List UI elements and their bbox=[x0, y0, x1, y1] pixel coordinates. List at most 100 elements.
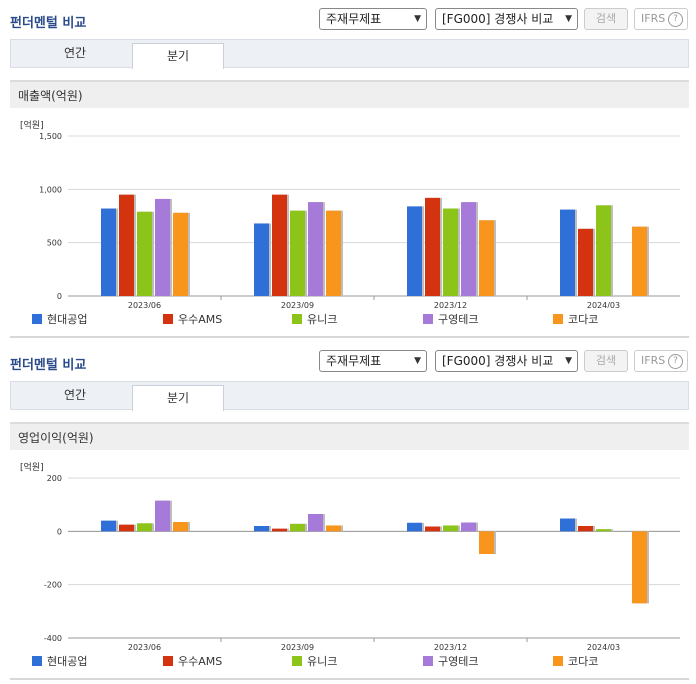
bar bbox=[425, 197, 440, 296]
legend-label: 코다코 bbox=[568, 313, 599, 326]
bar bbox=[308, 202, 323, 296]
help-icon[interactable]: ? bbox=[668, 354, 683, 369]
metric-label: 매출액(억원) bbox=[10, 80, 689, 108]
revenue-chart: 0 500 1,000 1,500 2023/06 2023/09 2023/12 2024/… bbox=[39, 132, 680, 308]
bar bbox=[578, 526, 593, 532]
unit-label: [억원] bbox=[20, 121, 44, 131]
ifrs-label: IFRS bbox=[641, 354, 666, 367]
legend-item[interactable]: 현대공업 bbox=[32, 313, 87, 327]
x-tick-label: 2023/12 bbox=[434, 301, 467, 308]
bar bbox=[443, 208, 458, 296]
legend-item[interactable]: 구영테크 bbox=[423, 313, 478, 327]
x-tick-label: 2023/06 bbox=[128, 301, 161, 308]
chevron-down-icon: ▼ bbox=[414, 14, 421, 24]
legend-swatch bbox=[32, 656, 42, 666]
section-title: 펀더멘털 비교 bbox=[10, 16, 87, 31]
tab-annual[interactable]: 연간 bbox=[63, 388, 87, 402]
legend-label: 코다코 bbox=[568, 655, 599, 668]
bar bbox=[155, 500, 170, 532]
tab-quarterly[interactable]: 분기 bbox=[132, 43, 224, 69]
comparison-group-select[interactable]: [FG000] 경쟁사 비교 ▼ bbox=[435, 8, 578, 30]
bar bbox=[407, 522, 422, 532]
bar bbox=[119, 524, 134, 532]
legend-item[interactable]: 우수AMS bbox=[163, 655, 222, 669]
bar bbox=[272, 194, 287, 296]
bar bbox=[119, 194, 134, 296]
help-icon[interactable]: ? bbox=[668, 12, 683, 27]
statement-type-select[interactable]: 주재무제표 ▼ bbox=[319, 8, 427, 30]
statement-type-value: 주재무제표 bbox=[326, 12, 382, 26]
legend-item[interactable]: 유니크 bbox=[292, 655, 337, 669]
y-tick-label: 0 bbox=[57, 527, 62, 536]
chevron-down-icon: ▼ bbox=[565, 14, 572, 24]
bar bbox=[155, 198, 170, 296]
comparison-group-value: [FG000] 경쟁사 비교 bbox=[442, 354, 554, 368]
legend-item[interactable]: 현대공업 bbox=[32, 655, 87, 669]
legend-item[interactable]: 구영테크 bbox=[423, 655, 478, 669]
section-header: 펀더멘털 비교 주재무제표 ▼ [FG000] 경쟁사 비교 ▼ 검색 IFRS… bbox=[0, 342, 696, 376]
x-tick-label: 2023/09 bbox=[281, 643, 314, 650]
bar bbox=[479, 531, 494, 554]
x-tick-label: 2024/03 bbox=[587, 301, 620, 308]
tab-annual[interactable]: 연간 bbox=[63, 46, 87, 60]
metric-label: 영업이익(억원) bbox=[10, 422, 689, 450]
fundamental-section-2: 펀더멘털 비교 주재무제표 ▼ [FG000] 경쟁사 비교 ▼ 검색 IFRS… bbox=[0, 342, 696, 684]
legend-item[interactable]: 코다코 bbox=[553, 313, 598, 327]
bar bbox=[290, 210, 305, 296]
legend-label: 우수AMS bbox=[178, 655, 223, 668]
bar bbox=[254, 526, 269, 532]
revenue-legend: 현대공업 우수AMS 유니크 구영테크 코다코 bbox=[0, 313, 696, 329]
legend-swatch bbox=[163, 656, 173, 666]
operating-profit-chart: -400 -200 0 200 2023/06 2023/09 2023/12 2024/03 bbox=[44, 474, 680, 650]
legend-swatch bbox=[32, 314, 42, 324]
bar bbox=[596, 529, 611, 532]
bar bbox=[461, 522, 476, 532]
bar bbox=[479, 220, 494, 296]
x-tick-label: 2023/09 bbox=[281, 301, 314, 308]
bar bbox=[137, 523, 152, 532]
bar bbox=[101, 520, 116, 532]
bar bbox=[560, 209, 575, 296]
fundamental-section-1: 펀더멘털 비교 주재무제표 ▼ [FG000] 경쟁사 비교 ▼ 검색 IFRS… bbox=[0, 8, 696, 338]
legend-item[interactable]: 유니크 bbox=[292, 313, 337, 327]
legend-item[interactable]: 우수AMS bbox=[163, 313, 222, 327]
comparison-group-value: [FG000] 경쟁사 비교 bbox=[442, 12, 554, 26]
ifrs-button[interactable]: IFRS ? bbox=[634, 8, 688, 30]
search-button[interactable]: 검색 bbox=[584, 8, 628, 30]
comparison-group-select[interactable]: [FG000] 경쟁사 비교 ▼ bbox=[435, 350, 578, 372]
legend-label: 현대공업 bbox=[47, 655, 88, 668]
bar bbox=[137, 211, 152, 296]
legend-swatch bbox=[553, 656, 563, 666]
bar bbox=[308, 514, 323, 532]
section-divider bbox=[10, 336, 689, 338]
y-tick-label: 0 bbox=[57, 292, 62, 301]
legend-label: 현대공업 bbox=[47, 313, 88, 326]
bar bbox=[632, 531, 647, 604]
search-button[interactable]: 검색 bbox=[584, 350, 628, 372]
bar bbox=[101, 208, 116, 296]
legend-label: 우수AMS bbox=[178, 313, 223, 326]
ifrs-button[interactable]: IFRS ? bbox=[634, 350, 688, 372]
chevron-down-icon: ▼ bbox=[414, 356, 421, 366]
bar bbox=[425, 526, 440, 532]
bar bbox=[254, 223, 269, 296]
section-divider bbox=[10, 678, 689, 680]
statement-type-select[interactable]: 주재무제표 ▼ bbox=[319, 350, 427, 372]
y-tick-label: 1,000 bbox=[39, 185, 62, 194]
bar bbox=[407, 206, 422, 296]
legend-swatch bbox=[423, 314, 433, 324]
unit-label: [억원] bbox=[20, 463, 44, 473]
bar bbox=[578, 228, 593, 296]
bar bbox=[326, 210, 341, 296]
legend-item[interactable]: 코다코 bbox=[553, 655, 598, 669]
operating-profit-legend: 현대공업 우수AMS 유니크 구영테크 코다코 bbox=[0, 655, 696, 671]
legend-swatch bbox=[292, 656, 302, 666]
bar bbox=[461, 202, 476, 296]
bar bbox=[326, 525, 341, 532]
period-tabs: 연간 분기 bbox=[10, 381, 689, 411]
section-title: 펀더멘털 비교 bbox=[10, 358, 87, 373]
tab-quarterly[interactable]: 분기 bbox=[132, 385, 224, 411]
y-tick-label: 500 bbox=[47, 239, 62, 248]
legend-label: 구영테크 bbox=[438, 655, 479, 668]
legend-label: 유니크 bbox=[307, 313, 338, 326]
